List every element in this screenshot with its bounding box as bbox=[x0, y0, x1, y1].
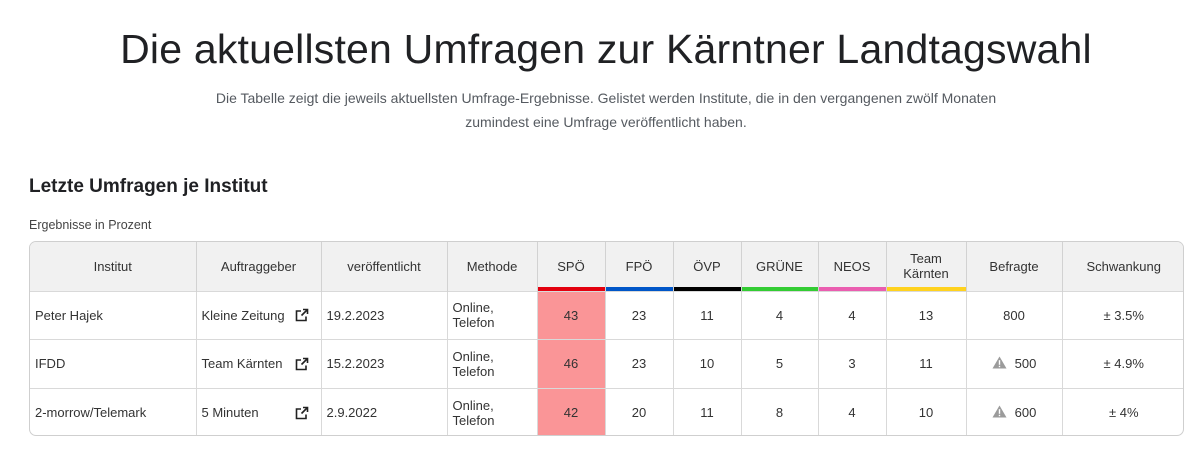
cell-veroeffentlicht: 15.2.2023 bbox=[321, 339, 448, 388]
polls-table: Institut Auftraggeber veröffentlicht Met… bbox=[30, 242, 1183, 435]
cell-auftraggeber: 5 Minuten bbox=[196, 387, 322, 435]
cell-oevp: 11 bbox=[673, 290, 742, 340]
cell-spoe: 42 bbox=[537, 387, 606, 435]
header-neos: NEOS bbox=[818, 242, 887, 291]
cell-spoe: 43 bbox=[537, 290, 606, 340]
cell-befragte: 800 bbox=[966, 290, 1063, 340]
header-spoe: SPÖ bbox=[537, 242, 606, 291]
party-color-bar-neos bbox=[818, 286, 886, 291]
party-color-bar-gruene bbox=[741, 286, 818, 291]
cell-fpoe: 23 bbox=[605, 290, 674, 340]
cell-neos: 4 bbox=[818, 290, 887, 340]
befragte-value: 800 bbox=[1003, 307, 1025, 323]
cell-veroeffentlicht: 19.2.2023 bbox=[321, 290, 448, 340]
external-link-icon[interactable] bbox=[295, 406, 309, 420]
header-veroeffentlicht: veröffentlicht bbox=[321, 242, 448, 291]
cell-fpoe: 23 bbox=[605, 339, 674, 388]
cell-befragte: 600 bbox=[966, 387, 1063, 435]
cell-gruene: 8 bbox=[741, 387, 819, 435]
units-note: Ergebnisse in Prozent bbox=[29, 218, 152, 232]
external-link-icon[interactable] bbox=[295, 308, 309, 322]
methode-line-2: Telefon bbox=[452, 412, 495, 428]
cell-veroeffentlicht: 2.9.2022 bbox=[321, 387, 448, 435]
header-team-line-2: Kärnten bbox=[903, 266, 949, 282]
header-gruene-label: GRÜNE bbox=[756, 258, 803, 274]
header-spoe-label: SPÖ bbox=[557, 258, 585, 274]
header-institut: Institut bbox=[30, 242, 197, 291]
warning-icon[interactable] bbox=[992, 405, 1007, 418]
header-methode: Methode bbox=[447, 242, 538, 291]
page-subtitle: Die Tabelle zeigt die jeweils aktuellste… bbox=[0, 86, 1200, 134]
cell-team-kaernten: 13 bbox=[886, 290, 967, 340]
cell-methode: Online, Telefon bbox=[447, 387, 538, 435]
cell-methode: Online, Telefon bbox=[447, 290, 538, 340]
party-color-bar-spoe bbox=[537, 286, 605, 291]
befragte-value: 600 bbox=[1014, 405, 1037, 420]
auftraggeber-label: Team Kärnten bbox=[201, 356, 283, 372]
cell-schwankung: ± 4.9% bbox=[1062, 339, 1183, 388]
cell-institut: IFDD bbox=[30, 339, 197, 388]
auftraggeber-label: Kleine Zeitung bbox=[201, 307, 285, 323]
cell-befragte: 500 bbox=[966, 339, 1063, 388]
methode-line-2: Telefon bbox=[452, 363, 495, 379]
warning-icon[interactable] bbox=[992, 356, 1007, 369]
methode-line-1: Online, bbox=[452, 397, 494, 413]
polls-table-container: Institut Auftraggeber veröffentlicht Met… bbox=[29, 241, 1184, 436]
header-oevp: ÖVP bbox=[673, 242, 742, 291]
table-row: 2-morrow/Telemark 5 Minuten 2.9.2022 Online… bbox=[30, 387, 1183, 435]
cell-methode: Online, Telefon bbox=[447, 339, 538, 388]
party-color-bar-team bbox=[886, 286, 966, 291]
auftraggeber-label: 5 Minuten bbox=[201, 405, 259, 420]
methode-line-1: Online, bbox=[452, 300, 494, 316]
party-color-bar-fpoe bbox=[605, 286, 673, 291]
header-gruene: GRÜNE bbox=[741, 242, 819, 291]
header-team-line-1: Team bbox=[910, 251, 942, 267]
cell-gruene: 4 bbox=[741, 290, 819, 340]
methode-line-1: Online, bbox=[452, 348, 494, 364]
cell-institut: 2-morrow/Telemark bbox=[30, 387, 197, 435]
header-fpoe-label: FPÖ bbox=[625, 258, 653, 274]
header-fpoe: FPÖ bbox=[605, 242, 674, 291]
external-link-icon[interactable] bbox=[295, 357, 309, 371]
party-color-bar-oevp bbox=[673, 286, 741, 291]
header-oevp-label: ÖVP bbox=[693, 258, 721, 274]
cell-schwankung: ± 3.5% bbox=[1062, 290, 1183, 340]
cell-schwankung: ± 4% bbox=[1062, 387, 1183, 435]
cell-gruene: 5 bbox=[741, 339, 819, 388]
table-header-row: Institut Auftraggeber veröffentlicht Met… bbox=[30, 242, 1183, 291]
subtitle-line-2: zumindest eine Umfrage veröffentlicht ha… bbox=[465, 114, 747, 130]
cell-institut: Peter Hajek bbox=[30, 290, 197, 340]
cell-auftraggeber: Team Kärnten bbox=[196, 339, 322, 388]
cell-team-kaernten: 10 bbox=[886, 387, 967, 435]
methode-line-2: Telefon bbox=[452, 315, 495, 331]
header-auftraggeber: Auftraggeber bbox=[196, 242, 322, 291]
cell-oevp: 11 bbox=[673, 387, 742, 435]
subtitle-line-1: Die Tabelle zeigt die jeweils aktuellste… bbox=[215, 90, 997, 106]
header-team-kaernten: Team Kärnten bbox=[886, 242, 967, 291]
table-row: Peter Hajek Kleine Zeitung 19.2.2023 Online… bbox=[30, 290, 1183, 340]
cell-neos: 4 bbox=[818, 387, 887, 435]
befragte-value: 500 bbox=[1014, 356, 1037, 372]
cell-spoe: 46 bbox=[537, 339, 606, 388]
header-neos-label: NEOS bbox=[833, 258, 871, 274]
cell-team-kaernten: 11 bbox=[886, 339, 967, 388]
header-schwankung: Schwankung bbox=[1062, 242, 1183, 291]
cell-oevp: 10 bbox=[673, 339, 742, 388]
cell-neos: 3 bbox=[818, 339, 887, 388]
header-befragte: Befragte bbox=[966, 242, 1063, 291]
table-row: IFDD Team Kärnten 15.2.2023 Online, Telefon 4… bbox=[30, 339, 1183, 388]
cell-auftraggeber: Kleine Zeitung bbox=[196, 290, 322, 340]
page-title: Die aktuellsten Umfragen zur Kärntner La… bbox=[120, 26, 1092, 72]
section-title: Letzte Umfragen je Institut bbox=[29, 176, 268, 197]
cell-fpoe: 20 bbox=[605, 387, 674, 435]
